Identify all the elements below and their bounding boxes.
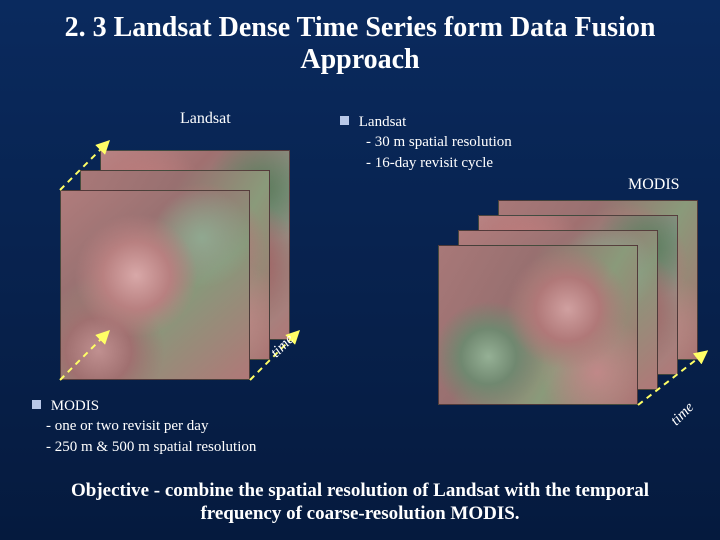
modis-bullet-line-1: - one or two revisit per day (32, 416, 256, 436)
landsat-bullet-line-1: - 30 m spatial resolution (340, 132, 512, 152)
bullet-square-icon (32, 400, 41, 409)
landsat-stack-label: Landsat (180, 110, 231, 128)
landsat-bullet-block: Landsat - 30 m spatial resolution - 16-d… (340, 112, 512, 173)
bullet-square-icon (340, 116, 349, 125)
slide-title: 2. 3 Landsat Dense Time Series form Data… (0, 0, 720, 76)
modis-bullet-block: MODIS - one or two revisit per day - 250… (32, 396, 256, 457)
modis-bullet-heading-row: MODIS (32, 396, 256, 416)
landsat-bullet-heading: Landsat (359, 114, 406, 130)
landsat-bullet-line-2: - 16-day revisit cycle (340, 153, 512, 173)
modis-time-arrow (438, 200, 720, 440)
modis-bullet-line-2: - 250 m & 500 m spatial resolution (32, 437, 256, 457)
modis-stack-label: MODIS (628, 176, 680, 194)
landsat-bullet-heading-row: Landsat (340, 112, 512, 132)
objective-text: Objective - combine the spatial resoluti… (0, 480, 720, 526)
modis-bullet-heading: MODIS (51, 398, 99, 414)
landsat-time-arrow (60, 150, 320, 410)
